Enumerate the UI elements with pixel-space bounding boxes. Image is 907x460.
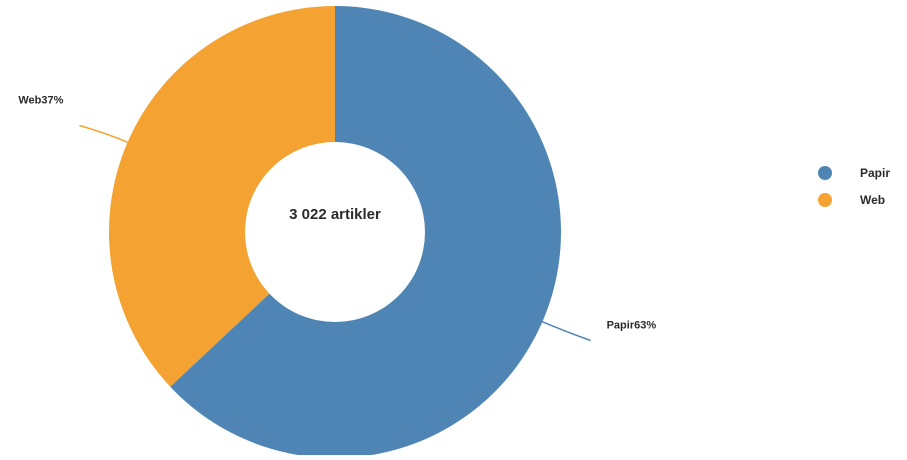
leader-line-papir	[538, 319, 591, 342]
center-label: 3 022 artikler	[289, 206, 381, 223]
legend-marker-web	[818, 193, 832, 207]
data-label-web: Web37%	[18, 95, 63, 107]
donut-hole	[245, 142, 425, 322]
data-label-group: Papir63% Web37%	[18, 95, 656, 332]
slice-web	[108, 5, 335, 387]
leader-line-web	[79, 124, 132, 145]
data-label-papir: Papir63%	[607, 320, 657, 332]
legend-marker-papir	[818, 166, 832, 180]
leader-line-group	[79, 124, 591, 342]
legend: Papir Web	[818, 166, 890, 207]
legend-label-papir: Papir	[860, 166, 890, 180]
legend-label-web: Web	[860, 193, 885, 207]
